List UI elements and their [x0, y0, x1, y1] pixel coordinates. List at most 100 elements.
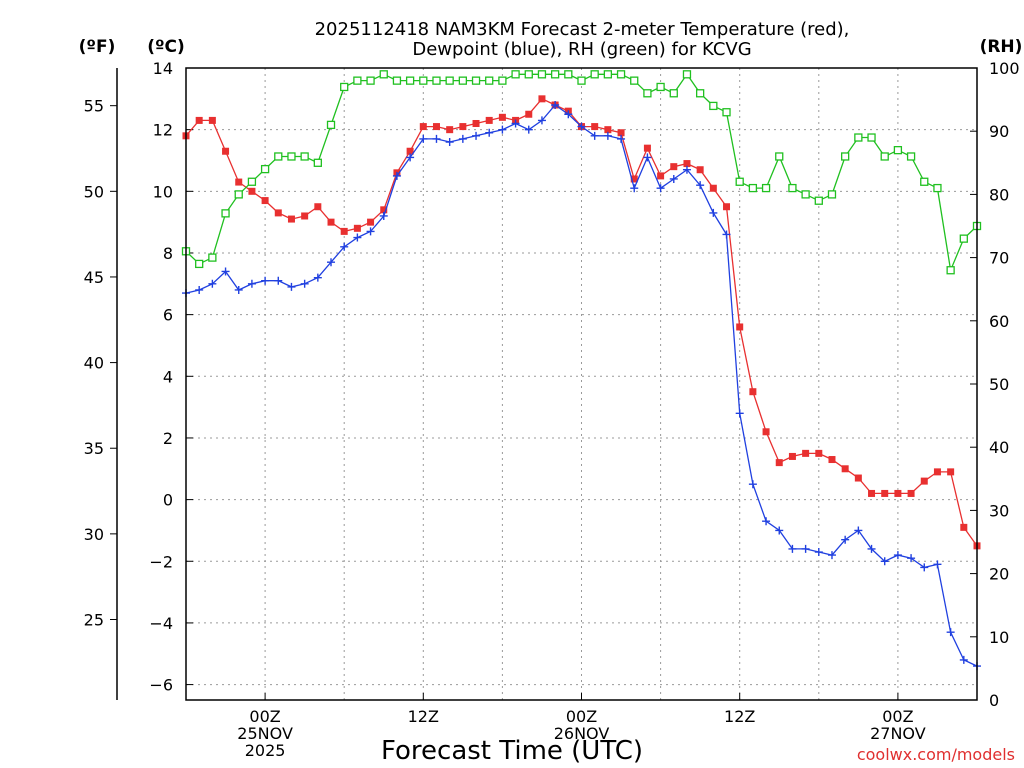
fahrenheit-unit-label: (ºF): [79, 37, 116, 57]
data-point: [880, 152, 889, 161]
data-point: [432, 134, 441, 143]
f-tick-label: 45: [84, 268, 104, 287]
data-point: [682, 70, 692, 79]
f-tick-label: 40: [84, 354, 104, 373]
data-point: [485, 76, 494, 85]
data-point: [881, 489, 889, 497]
data-point: [788, 544, 797, 553]
data-point: [630, 175, 638, 183]
data-point: [762, 517, 771, 526]
data-point: [472, 119, 480, 127]
series-rh: [181, 70, 982, 275]
data-point: [946, 266, 955, 275]
data-point: [261, 276, 270, 285]
c-tick-label: 14: [153, 59, 173, 78]
data-point: [340, 227, 348, 235]
data-point: [656, 82, 665, 92]
data-point: [643, 144, 651, 152]
grid-lines: [186, 67, 977, 700]
data-point: [340, 82, 349, 92]
data-point: [616, 70, 626, 79]
data-point: [801, 190, 810, 199]
data-point: [591, 123, 599, 131]
data-point: [525, 110, 533, 118]
data-point: [458, 134, 467, 143]
data-point: [445, 76, 454, 85]
data-point: [248, 187, 256, 195]
data-point: [195, 285, 204, 294]
data-point: [827, 551, 836, 560]
data-point: [920, 177, 929, 186]
data-point: [538, 95, 546, 103]
data-point: [247, 279, 256, 288]
data-point: [340, 242, 349, 251]
data-point: [459, 123, 467, 131]
data-point: [419, 76, 428, 85]
f-tick-label: 30: [84, 525, 104, 544]
data-point: [723, 203, 731, 211]
data-point: [485, 116, 493, 124]
data-point: [379, 211, 388, 220]
f-tick-label: 50: [84, 182, 104, 201]
data-point: [327, 258, 336, 267]
data-point: [880, 557, 889, 566]
data-point: [392, 76, 402, 85]
data-point: [893, 551, 902, 560]
data-point: [195, 116, 203, 124]
data-point: [696, 181, 705, 190]
data-point: [854, 474, 862, 482]
data-point: [432, 123, 440, 131]
data-point: [893, 146, 903, 155]
data-point: [696, 89, 705, 98]
data-point: [854, 526, 863, 535]
data-point: [762, 428, 770, 436]
data-point: [643, 153, 652, 162]
x-tick-label: 00Z: [249, 707, 280, 726]
data-point: [920, 477, 928, 485]
rh-tick-label: 40: [989, 438, 1009, 457]
data-point: [933, 560, 942, 569]
data-point: [670, 163, 678, 171]
plot-frame: [185, 67, 978, 701]
data-point: [749, 388, 757, 396]
data-point: [537, 70, 547, 79]
data-point: [234, 190, 243, 199]
rh-unit-label: (RH): [980, 37, 1023, 57]
data-point: [788, 452, 796, 460]
data-point: [313, 158, 322, 167]
data-point: [498, 76, 507, 85]
data-point: [735, 409, 744, 418]
rh-tick-label: 70: [989, 249, 1009, 268]
data-point: [748, 183, 758, 193]
data-point: [657, 172, 665, 180]
data-point: [959, 655, 968, 664]
data-point: [801, 544, 810, 553]
rh-tick-label: 50: [989, 375, 1009, 394]
data-point: [604, 126, 612, 134]
data-point: [669, 174, 678, 183]
data-point: [367, 218, 375, 226]
data-point: [261, 197, 269, 205]
data-point: [326, 120, 336, 130]
data-point: [590, 131, 599, 140]
c-tick-label: −6: [149, 676, 173, 695]
data-point: [353, 76, 362, 85]
data-point: [748, 480, 757, 489]
rh-tick-label: 0: [989, 691, 999, 710]
data-point: [933, 468, 941, 476]
x-tick-label: 12Z: [724, 707, 755, 726]
data-point: [472, 131, 481, 140]
data-point: [406, 153, 415, 162]
data-point: [301, 212, 309, 220]
data-point: [524, 70, 533, 79]
data-point: [222, 147, 230, 155]
x-tick-label: 27NOV: [870, 724, 926, 743]
data-point: [590, 70, 599, 79]
data-point: [366, 227, 375, 236]
data-point: [446, 126, 454, 134]
data-point: [735, 177, 744, 186]
data-point: [643, 89, 652, 98]
data-point: [485, 128, 494, 137]
